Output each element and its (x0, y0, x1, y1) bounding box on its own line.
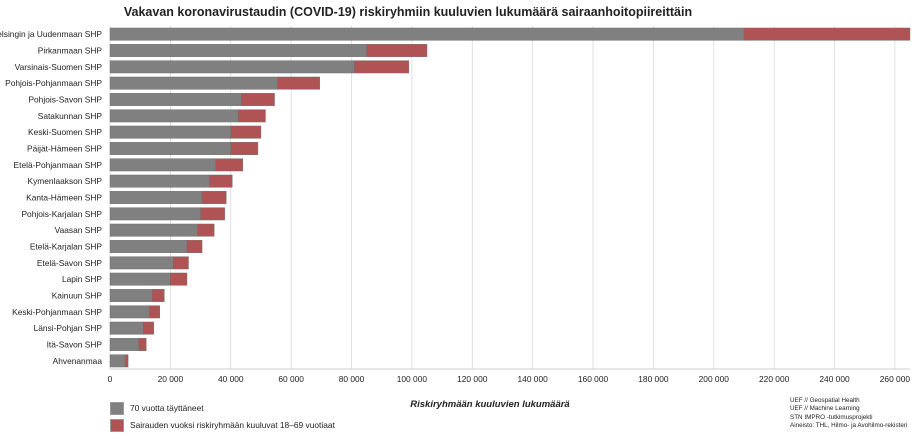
bar-segment-70plus (109, 60, 355, 74)
bar-segment-risk (149, 305, 161, 319)
legend-label-risk: Sairauden vuoksi riskiryhmään kuuluvat 1… (130, 420, 335, 430)
bar-segment-70plus (109, 125, 231, 139)
category-label: Keski-Pohjanmaan SHP (12, 307, 102, 317)
credit-line: Aineisto: THL, Hilmo- ja Avohilmo-rekist… (790, 421, 908, 429)
bar-segment-70plus (109, 174, 210, 188)
bar-segment-risk (209, 174, 233, 188)
category-label: Pirkanmaan SHP (38, 46, 103, 56)
bar-segment-risk (124, 354, 129, 368)
category-label: Pohjois-Pohjanmaan SHP (5, 78, 102, 88)
category-label: Helsingin ja Uudenmaan SHP (0, 29, 102, 39)
bar-segment-70plus (109, 27, 745, 41)
category-label: Kymenlaakson SHP (28, 176, 103, 186)
chart-title: Vakavan koronavirustaudin (COVID-19) ris… (124, 5, 692, 19)
bar-segment-70plus (109, 256, 174, 270)
credit-line: UEF // Machine Learning (790, 405, 860, 413)
category-label: Etelä-Karjalan SHP (30, 242, 103, 252)
bar-segment-risk (241, 93, 275, 106)
x-tick-label: 80 000 (339, 374, 365, 384)
x-tick-label: 240 000 (819, 374, 850, 384)
bar-segment-70plus (109, 289, 153, 302)
category-label: Päijät-Hämeen SHP (27, 144, 102, 154)
category-label: Länsi-Pohjan SHP (34, 323, 103, 333)
bar-segment-70plus (109, 93, 242, 106)
category-label: Pohjois-Karjalan SHP (21, 209, 102, 219)
bar-segment-risk (173, 256, 189, 270)
category-label: Etelä-Savon SHP (37, 258, 103, 268)
category-label: Pohjois-Savon SHP (28, 95, 102, 105)
bar-segment-70plus (109, 338, 139, 351)
bar-segment-risk (170, 272, 188, 286)
bar-segment-70plus (109, 76, 278, 90)
bar-segment-risk (354, 60, 410, 74)
credits: UEF // Geospatial Health UEF // Machine … (790, 397, 907, 430)
legend-item-70plus: 70 vuotta täyttäneet (110, 401, 335, 415)
category-label: Varsinais-Suomen SHP (15, 62, 103, 72)
bar-segment-risk (230, 142, 259, 155)
x-tick-label: 140 000 (518, 374, 549, 384)
category-label: Lapin SHP (62, 274, 102, 284)
bar-segment-risk (215, 158, 244, 172)
legend-item-risk: Sairauden vuoksi riskiryhmään kuuluvat 1… (110, 418, 335, 432)
bar-segment-risk (197, 223, 215, 237)
bar-segment-70plus (109, 223, 198, 237)
x-tick-label: 60 000 (278, 374, 304, 384)
bar-segment-70plus (109, 354, 126, 368)
bar-segment-70plus (109, 305, 150, 319)
bar-segment-risk (277, 76, 321, 90)
category-label: Kainuun SHP (52, 291, 103, 301)
x-axis-label: Riskiryhmään kuuluvien lukumäärä (410, 399, 569, 410)
x-tick-label: 100 000 (397, 374, 428, 384)
legend: 70 vuotta täyttäneet Sairauden vuoksi ri… (110, 401, 335, 435)
bar-segment-70plus (109, 142, 231, 155)
category-label: Etelä-Pohjanmaan SHP (14, 160, 103, 170)
x-tick-label: 40 000 (218, 374, 244, 384)
bar-segment-risk (743, 27, 911, 41)
legend-label-70plus: 70 vuotta täyttäneet (130, 403, 204, 413)
category-label: Kanta-Hämeen SHP (26, 193, 102, 203)
x-tick-label: 160 000 (578, 374, 609, 384)
bar-segment-risk (152, 289, 165, 302)
bar-segment-70plus (109, 321, 144, 335)
credit-line: STN IMPRO -tutkimusprojekti (790, 413, 873, 421)
category-labels: Helsingin ja Uudenmaan SHP Pirkanmaan SHP… (0, 29, 102, 366)
category-label: Vaasan SHP (55, 225, 103, 235)
x-tick-label: 200 000 (699, 374, 730, 384)
bar-segment-70plus (109, 109, 239, 123)
category-label: Keski-Suomen SHP (28, 127, 102, 137)
bar-segment-70plus (109, 191, 203, 204)
bars (109, 27, 911, 368)
bar-segment-risk (186, 240, 203, 253)
bar-segment-70plus (109, 207, 201, 221)
x-tick-label: 120 000 (457, 374, 488, 384)
bar-segment-risk (138, 338, 147, 351)
x-tick-label: 220 000 (759, 374, 790, 384)
category-label: Satakunnan SHP (38, 111, 103, 121)
category-label: Itä-Savon SHP (47, 340, 103, 350)
bar-segment-risk (238, 109, 266, 123)
bar-segment-risk (200, 207, 225, 221)
x-tick-label: 180 000 (638, 374, 669, 384)
x-tick-label: 0 (108, 374, 113, 384)
bar-segment-risk (201, 191, 227, 204)
x-tick-label: 20 000 (158, 374, 184, 384)
bar-segment-70plus (109, 158, 216, 172)
legend-swatch-70plus (110, 401, 124, 415)
bar-segment-risk (143, 321, 154, 335)
bar-segment-risk (230, 125, 262, 139)
credit-line: UEF // Geospatial Health (790, 397, 860, 404)
category-label: Ahvenanmaa (53, 356, 103, 366)
bar-segment-70plus (109, 272, 171, 286)
grid (109, 26, 910, 370)
bar-segment-risk (366, 44, 428, 57)
bar-segment-70plus (109, 240, 188, 253)
bar-segment-70plus (109, 44, 367, 57)
x-tick-label: 260 000 (880, 374, 911, 384)
legend-swatch-risk (110, 418, 124, 432)
x-tick-labels: 0 20 000 40 000 60 000 80 000 100 000 120 000 1… (108, 374, 911, 384)
